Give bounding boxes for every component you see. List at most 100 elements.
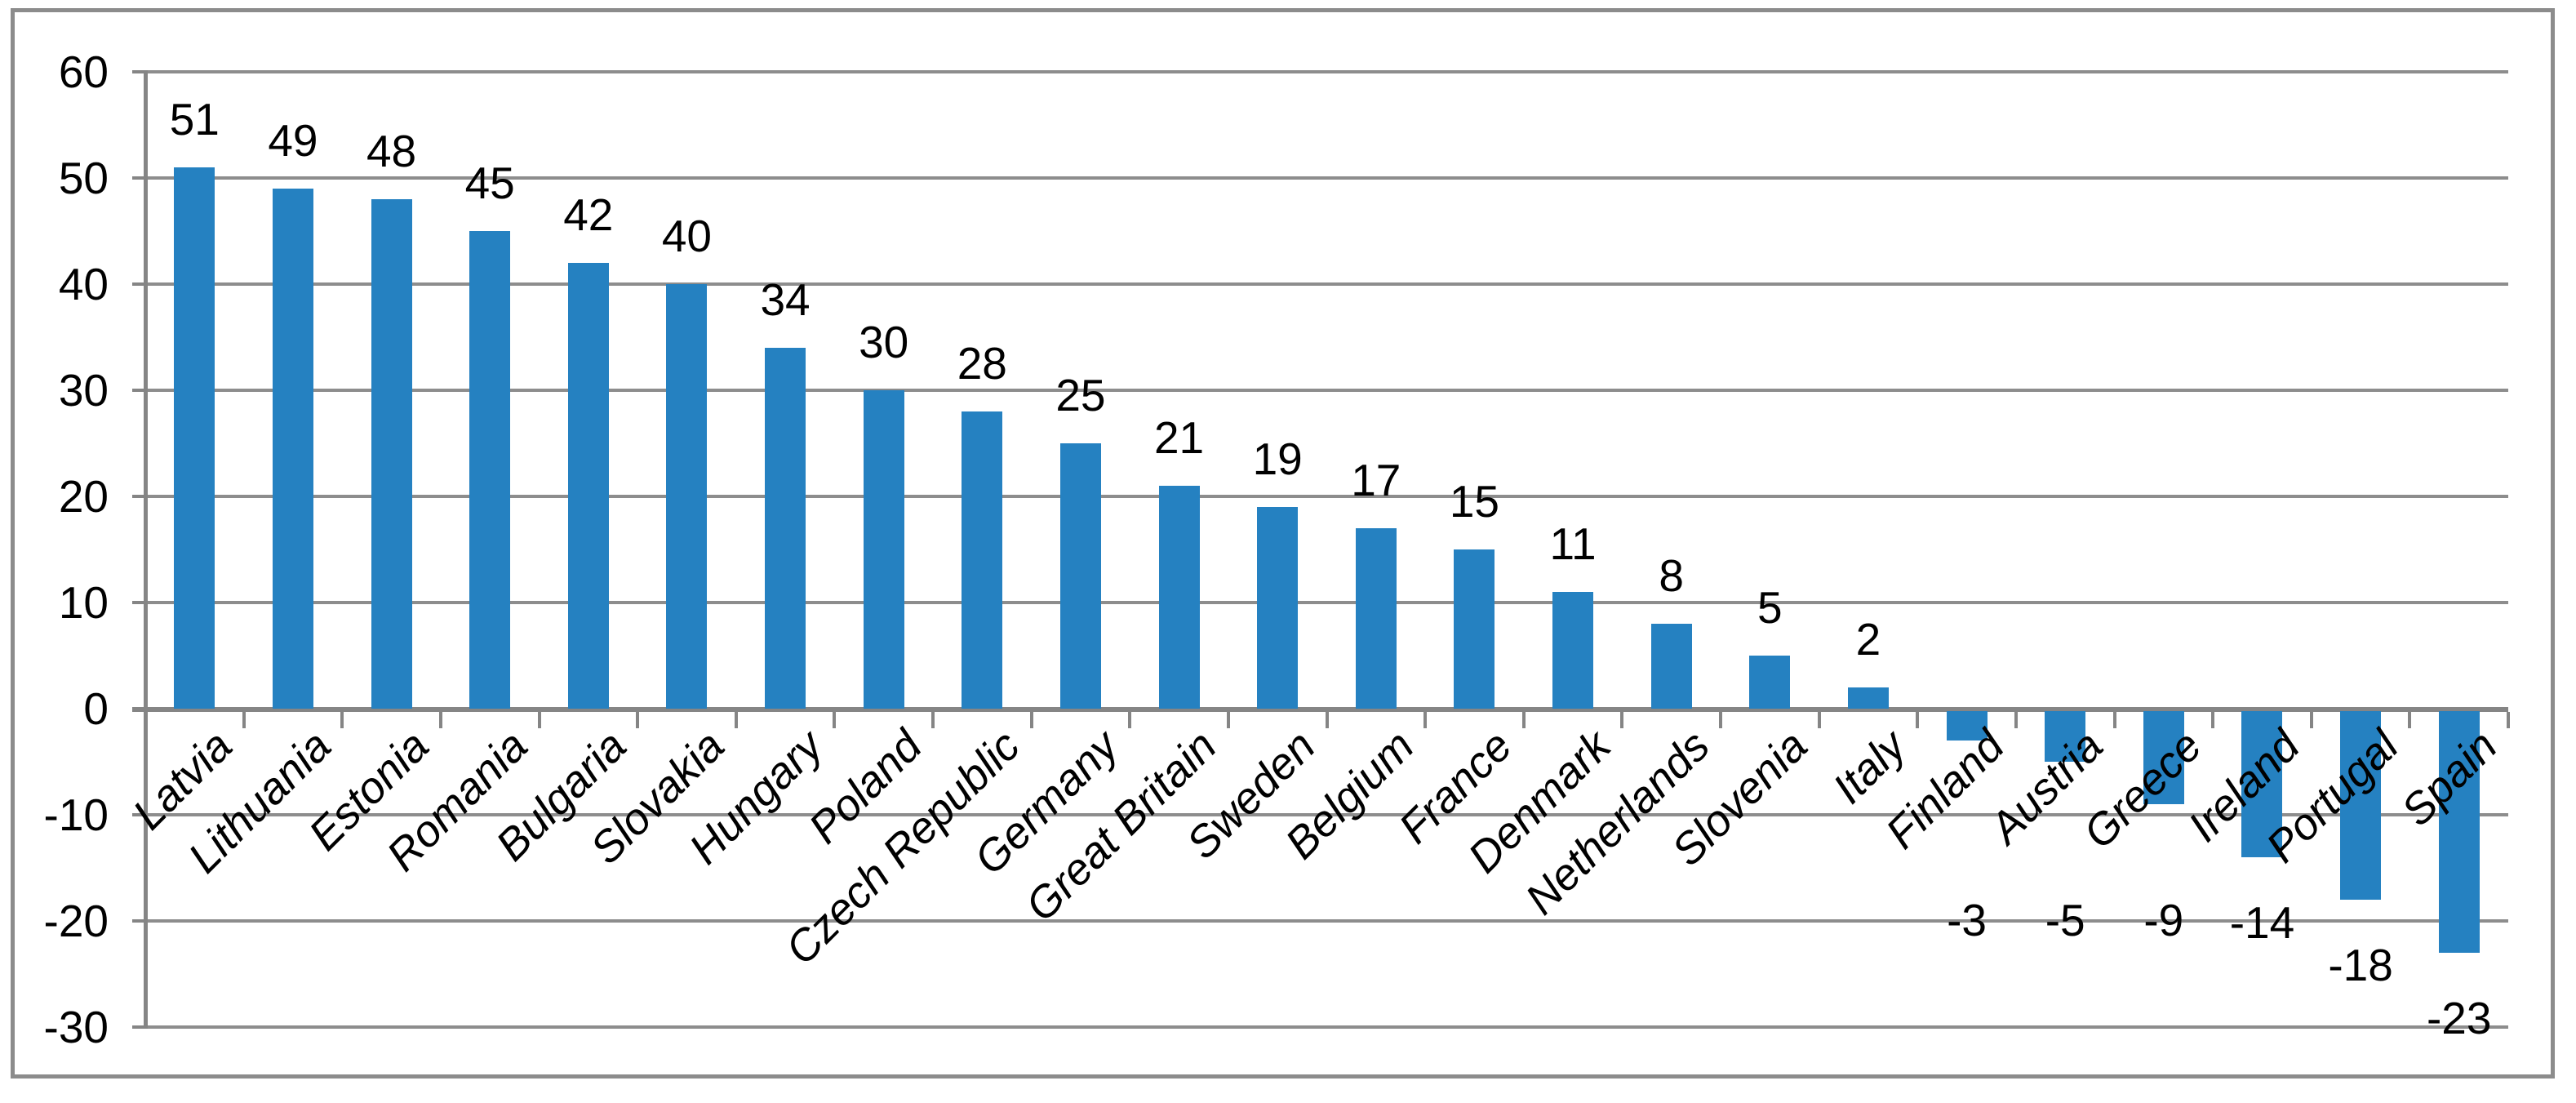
bar-france <box>1454 549 1495 709</box>
x-axis-tick <box>144 712 147 728</box>
y-tick-label: -30 <box>43 1002 109 1052</box>
bar-germany <box>1059 443 1101 709</box>
gridline <box>145 176 2508 180</box>
x-axis-tick <box>340 712 344 728</box>
x-axis-tick <box>1128 712 1132 728</box>
gridline <box>145 1025 2508 1029</box>
gridline <box>145 919 2508 923</box>
value-label: 34 <box>760 274 811 325</box>
value-label: 15 <box>1449 476 1500 527</box>
bar-sweden <box>1257 507 1299 709</box>
value-label: 40 <box>661 211 713 261</box>
value-label: 5 <box>1757 582 1783 633</box>
x-axis-tick <box>1719 712 1722 728</box>
x-axis-tick <box>1916 712 1920 728</box>
bar-greece <box>2143 711 2184 804</box>
x-axis-tick <box>1029 712 1033 728</box>
y-tick-label: 60 <box>58 47 109 97</box>
bar-bulgaria <box>567 263 609 709</box>
value-label: 11 <box>1549 518 1597 569</box>
x-axis-tick <box>1521 712 1526 728</box>
y-axis-line <box>144 70 148 1029</box>
y-tick-label: 20 <box>58 471 109 522</box>
bar-hungary <box>765 348 806 709</box>
value-label: 21 <box>1153 412 1205 463</box>
y-tick-label: 10 <box>58 577 109 628</box>
x-axis-tick <box>833 712 837 728</box>
value-label: 8 <box>1659 550 1684 601</box>
y-axis-tick <box>132 282 145 286</box>
x-axis-tick <box>2211 712 2215 728</box>
value-label: 28 <box>957 338 1007 389</box>
bar-romania <box>469 231 511 709</box>
gridline <box>145 282 2508 286</box>
x-axis-tick <box>931 712 935 728</box>
gridline <box>145 813 2508 816</box>
y-axis-tick <box>132 176 145 180</box>
y-tick-label: 30 <box>58 365 109 416</box>
y-axis-tick <box>132 70 145 73</box>
value-label: -23 <box>2426 993 2492 1043</box>
value-label: 51 <box>169 94 220 145</box>
bar-denmark <box>1552 592 1594 709</box>
value-label: 48 <box>366 126 417 176</box>
bar-austria <box>2045 711 2086 762</box>
y-tick-label: 50 <box>58 153 109 203</box>
bar-portugal <box>2340 711 2382 900</box>
bar-ireland <box>2241 711 2283 857</box>
value-label: 25 <box>1055 370 1106 420</box>
value-label: -9 <box>2143 895 2184 945</box>
x-axis-tick <box>2112 712 2116 728</box>
y-axis-tick <box>132 813 145 816</box>
bar-finland <box>1946 711 1988 741</box>
bar-czech-republic <box>962 411 1003 709</box>
bar-lithuania <box>272 189 313 709</box>
x-axis-tick <box>1817 712 1821 728</box>
chart-border-frame <box>11 8 2555 1079</box>
bar-estonia <box>371 199 412 709</box>
y-axis-tick <box>132 1025 145 1029</box>
bar-belgium <box>1355 528 1397 709</box>
bar-great-britain <box>1158 486 1200 709</box>
x-axis-line <box>132 707 2508 712</box>
x-axis-tick <box>1423 712 1428 728</box>
x-axis-tick <box>537 712 541 728</box>
value-label: 30 <box>859 317 909 367</box>
value-label: -3 <box>1947 895 1988 945</box>
value-label: 17 <box>1351 455 1401 505</box>
gridline <box>145 389 2508 392</box>
y-tick-label: 40 <box>58 259 109 309</box>
y-tick-label: -20 <box>43 896 109 946</box>
y-tick-label: 0 <box>83 683 109 734</box>
bar-slovenia <box>1749 656 1791 709</box>
value-label: 49 <box>268 115 318 166</box>
value-label: 45 <box>464 158 515 208</box>
y-axis-tick <box>132 601 145 604</box>
x-axis-tick <box>636 712 640 728</box>
gridline <box>145 495 2508 498</box>
gridline <box>145 70 2508 73</box>
x-axis-tick <box>2309 712 2313 728</box>
bar-poland <box>863 390 904 709</box>
x-axis-tick <box>438 712 442 728</box>
value-label: -18 <box>2328 940 2393 990</box>
bar-slovakia <box>666 284 708 709</box>
value-label: -5 <box>2045 895 2085 945</box>
bar-spain <box>2438 711 2480 953</box>
value-label: 19 <box>1252 434 1303 484</box>
x-axis-tick <box>242 712 246 728</box>
y-axis-tick <box>132 919 145 923</box>
y-axis-tick <box>132 389 145 392</box>
bar-netherlands <box>1650 624 1692 709</box>
bar-latvia <box>174 167 215 709</box>
x-axis-tick <box>2408 712 2412 728</box>
x-axis-tick <box>1620 712 1624 728</box>
x-axis-tick <box>734 712 738 728</box>
x-axis-tick <box>1325 712 1329 728</box>
x-axis-tick <box>2014 712 2018 728</box>
value-label: 2 <box>1855 614 1881 665</box>
x-axis-tick <box>2507 712 2510 728</box>
x-axis-tick <box>1226 712 1230 728</box>
y-axis-tick <box>132 495 145 498</box>
